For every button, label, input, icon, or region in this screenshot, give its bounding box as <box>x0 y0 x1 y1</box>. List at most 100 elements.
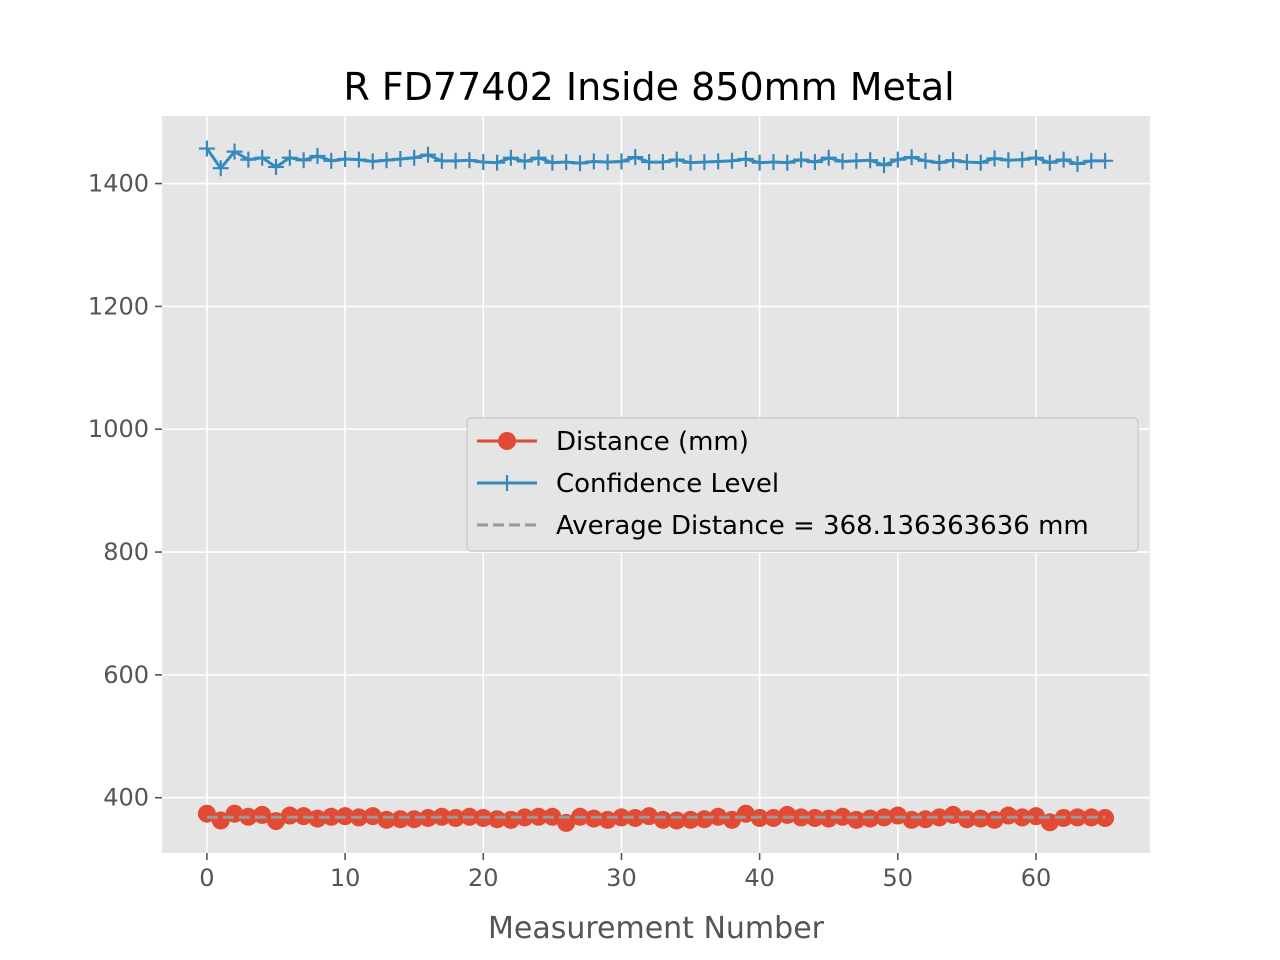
x-tick-label: 10 <box>330 864 361 892</box>
confidence-point <box>364 153 381 170</box>
confidence-point <box>254 149 271 166</box>
confidence-point <box>627 149 644 166</box>
confidence-point <box>530 149 547 166</box>
distance-point <box>391 810 410 829</box>
confidence-point <box>420 146 436 163</box>
confidence-point <box>972 154 989 171</box>
y-tick-label: 600 <box>103 661 149 689</box>
confidence-point <box>350 151 367 168</box>
distance-point <box>723 810 741 829</box>
confidence-point <box>917 152 934 169</box>
distance-point <box>308 809 327 828</box>
confidence-point <box>820 149 837 166</box>
distance-point <box>681 810 700 829</box>
confidence-point <box>834 153 851 170</box>
confidence-point <box>1041 154 1058 171</box>
confidence-point <box>710 153 727 170</box>
confidence-point <box>309 147 326 164</box>
confidence-point <box>544 154 561 171</box>
confidence-point <box>696 154 713 171</box>
confidence-point <box>489 154 506 171</box>
legend: Distance (mm) Confidence Level Average Dis… <box>466 417 1139 552</box>
distance-point <box>847 810 866 829</box>
confidence-point <box>281 149 298 166</box>
confidence-point <box>613 153 630 170</box>
legend-marker-distance <box>498 432 516 450</box>
confidence-point <box>599 154 616 171</box>
confidence-point <box>406 149 423 166</box>
confidence-point <box>1028 149 1044 166</box>
confidence-point <box>958 154 975 171</box>
distance-point <box>833 807 852 826</box>
confidence-point <box>793 151 810 168</box>
y-tick-label: 400 <box>103 784 149 812</box>
distance-point <box>999 806 1018 825</box>
legend-label-confidence: Confidence Level <box>556 469 779 499</box>
confidence-point <box>572 155 588 172</box>
distance-point <box>612 808 631 827</box>
distance-point <box>888 806 907 825</box>
distance-point <box>653 810 672 829</box>
distance-point <box>253 805 272 824</box>
y-tick-label: 800 <box>103 538 149 566</box>
distance-point <box>902 810 921 829</box>
confidence-point <box>903 149 920 166</box>
confidence-point <box>226 143 243 160</box>
distance-point <box>501 810 520 829</box>
distance-point <box>778 805 797 824</box>
confidence-point <box>682 154 699 171</box>
x-tick-label: 30 <box>606 864 637 892</box>
confidence-point <box>1014 151 1031 168</box>
confidence-point <box>558 154 575 171</box>
legend-label-average: Average Distance = 368.136363636 mm <box>556 511 1089 541</box>
confidence-point <box>889 151 906 168</box>
confidence-point <box>945 152 962 169</box>
distance-point <box>930 808 949 827</box>
distance-point <box>405 810 424 829</box>
axis-ticks: 0 10 20 30 40 50 60 400 600 800 1000 1200 1400 <box>88 170 1051 892</box>
confidence-point <box>337 150 354 167</box>
chart-title: R FD77402 Inside 850mm Metal <box>343 65 954 109</box>
confidence-point <box>1083 152 1100 169</box>
distance-point <box>1027 807 1045 826</box>
x-tick-label: 40 <box>744 864 775 892</box>
confidence-point <box>516 153 533 170</box>
confidence-point <box>585 153 602 170</box>
confidence-point <box>212 160 229 177</box>
distance-point <box>695 810 714 829</box>
x-tick-label: 0 <box>199 864 214 892</box>
confidence-point <box>1055 151 1072 168</box>
confidence-point <box>461 152 478 169</box>
x-tick-label: 20 <box>468 864 499 892</box>
confidence-point <box>724 152 740 169</box>
confidence-point <box>1000 152 1017 169</box>
distance-point <box>280 806 299 825</box>
distance-point <box>419 808 437 827</box>
distance-point <box>529 807 548 826</box>
distance-point <box>598 810 617 829</box>
legend-label-distance: Distance (mm) <box>556 427 749 457</box>
y-tick-label: 1200 <box>88 292 149 320</box>
distance-point <box>1013 808 1032 827</box>
confidence-point <box>433 152 450 169</box>
confidence-point <box>378 152 395 169</box>
confidence-point <box>765 154 782 171</box>
confidence-point <box>447 152 464 169</box>
x-axis-label: Measurement Number <box>488 911 825 946</box>
confidence-point <box>641 154 658 171</box>
y-tick-label: 1400 <box>88 170 149 198</box>
confidence-point <box>779 154 796 171</box>
x-tick-label: 50 <box>883 864 914 892</box>
confidence-point <box>1069 155 1086 172</box>
distance-point <box>515 808 534 827</box>
confidence-point <box>268 158 284 175</box>
distance-point <box>377 810 396 829</box>
distance-point <box>985 810 1004 829</box>
confidence-point <box>862 152 879 169</box>
distance-point <box>322 807 341 826</box>
confidence-point <box>502 149 519 166</box>
confidence-point <box>1097 152 1114 169</box>
distance-point <box>819 809 838 828</box>
x-tick-label: 60 <box>1021 864 1052 892</box>
